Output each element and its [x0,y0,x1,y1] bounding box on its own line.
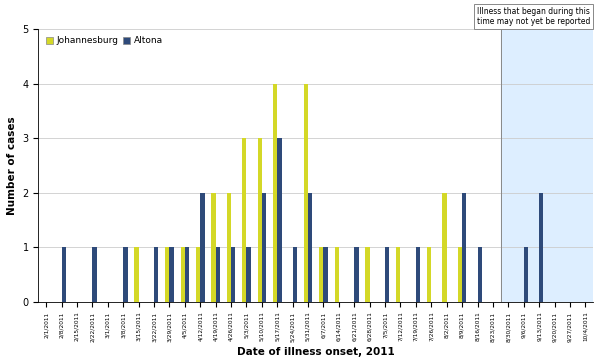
X-axis label: Date of illness onset, 2011: Date of illness onset, 2011 [237,347,395,357]
Bar [427,247,431,302]
Bar [458,247,462,302]
Bar [231,247,235,302]
Bar [227,193,231,302]
Bar [500,29,600,302]
Bar [262,193,266,302]
Bar [196,247,200,302]
Bar [396,247,400,302]
Bar [442,193,447,302]
Bar [304,84,308,302]
Bar [273,84,277,302]
Bar [165,247,169,302]
Y-axis label: Number of cases: Number of cases [7,116,17,215]
Bar [200,193,205,302]
Bar [524,247,528,302]
Bar [181,247,185,302]
Bar [215,247,220,302]
Bar [242,138,247,302]
Bar [185,247,189,302]
Bar [123,247,128,302]
Bar [154,247,158,302]
Bar [335,247,339,302]
Bar [277,138,281,302]
Bar [211,193,215,302]
Bar [62,247,66,302]
Bar [385,247,389,302]
Bar [308,193,313,302]
Bar [462,193,466,302]
Bar [354,247,359,302]
Text: Illness that began during this
time may not yet be reported: Illness that began during this time may … [477,7,590,26]
Bar [478,247,482,302]
Bar [323,247,328,302]
Bar [169,247,174,302]
Bar [257,138,262,302]
Bar [319,247,323,302]
Bar [539,193,544,302]
Bar [92,247,97,302]
Bar [293,247,297,302]
Bar [247,247,251,302]
Bar [365,247,370,302]
Legend: Johannesburg, Altona: Johannesburg, Altona [43,33,166,48]
Bar [416,247,420,302]
Bar [134,247,139,302]
